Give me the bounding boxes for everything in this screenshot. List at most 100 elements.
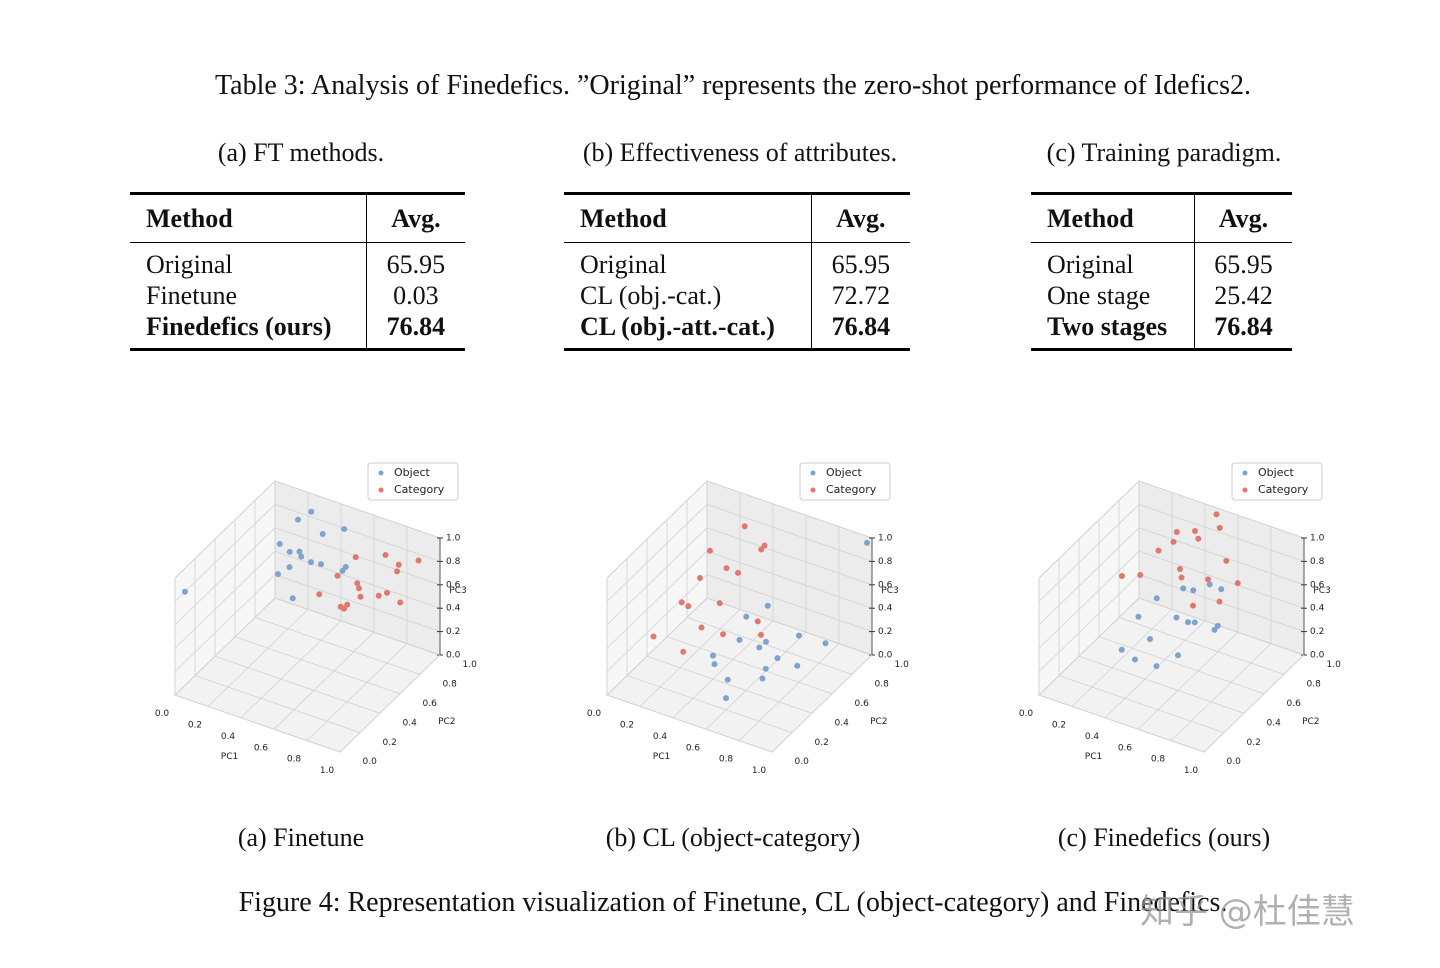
grid-line <box>1038 504 1140 602</box>
point <box>1190 602 1196 609</box>
grid-line <box>274 504 441 562</box>
figure-subcaption: (b) CL (object-category) <box>605 823 861 852</box>
y-tick-label: 0.8 <box>875 680 890 690</box>
grid-line <box>626 675 793 733</box>
point <box>286 548 293 555</box>
grid-line <box>1038 527 1140 626</box>
cell: 72.72 <box>810 280 910 311</box>
table-subcaption: (a) FT methods. <box>217 138 385 167</box>
grid-line <box>174 694 341 753</box>
point <box>1205 576 1211 583</box>
row: Two stages 76.84 <box>1031 311 1292 350</box>
z-tick-label: 0.8 <box>1310 557 1325 567</box>
grid-line <box>174 504 276 602</box>
point <box>308 508 315 515</box>
cell: Two stages <box>1047 312 1168 341</box>
legend-label: Object <box>1258 466 1295 479</box>
point <box>1223 557 1230 564</box>
grid-line <box>606 550 708 649</box>
legend-box <box>367 462 459 501</box>
point <box>1211 626 1218 633</box>
grid-line <box>606 504 708 602</box>
y-tick-label: 0.0 <box>363 757 378 767</box>
z-tick-label: 0.8 <box>878 557 893 567</box>
legend-label: Category <box>1258 483 1309 496</box>
point <box>698 624 705 631</box>
grid-line <box>254 617 421 675</box>
grid-line <box>339 654 441 753</box>
y-tick-label: 0.8 <box>443 680 458 690</box>
point <box>678 599 685 606</box>
x-axis-label: PC1 <box>221 752 238 762</box>
cell: 76.84 <box>810 311 910 350</box>
y-tick-label: 0.8 <box>1307 680 1322 690</box>
point <box>1170 538 1177 545</box>
point <box>716 600 723 607</box>
y-tick-label: 0.4 <box>1267 718 1282 728</box>
grid-line <box>686 617 853 675</box>
point <box>763 638 769 645</box>
point <box>1153 663 1160 670</box>
grid-line <box>771 654 873 753</box>
z-tick-label: 0.4 <box>446 604 461 614</box>
z-tick-label: 1.0 <box>1310 534 1325 544</box>
header-row: Method Avg. <box>130 193 465 243</box>
grid-line <box>606 694 773 753</box>
grid-line <box>274 597 441 656</box>
cell: Original <box>1047 250 1134 279</box>
legend-marker <box>1242 487 1248 493</box>
grid-line <box>174 550 276 649</box>
grid-line <box>1038 480 1140 579</box>
z-tick-label: 0.6 <box>1310 580 1325 590</box>
point <box>1213 511 1220 518</box>
legend-marker <box>1242 470 1248 476</box>
cell: 65.95 <box>810 242 910 280</box>
point <box>1190 587 1197 594</box>
grid-line <box>1203 654 1305 753</box>
z-tick-label: 0.0 <box>1310 651 1325 661</box>
x-tick-label: 1.0 <box>320 766 335 776</box>
legend-marker <box>810 487 816 493</box>
x-axis-label: PC1 <box>1085 752 1102 762</box>
table: Method Avg. Original 65.95 One stage 25.42 Two… <box>1031 192 1292 351</box>
y-tick-label: 0.0 <box>1227 757 1242 767</box>
row: Finetune 0.03 <box>130 280 465 311</box>
point <box>720 631 726 638</box>
point <box>774 655 781 662</box>
header-row: Method Avg. <box>1031 193 1292 243</box>
x-tick-label: 0.8 <box>1151 755 1166 765</box>
cell: 65.95 <box>365 242 465 280</box>
grid-line <box>1078 655 1245 714</box>
point <box>736 636 743 643</box>
cell: 25.42 <box>1194 280 1292 311</box>
point <box>650 633 657 640</box>
z-tick-label: 1.0 <box>446 534 461 544</box>
point <box>275 571 281 578</box>
z-tick-label: 0.6 <box>878 580 893 590</box>
grid-line <box>274 480 441 539</box>
legend-marker <box>810 470 816 476</box>
y-axis-label: PC2 <box>1302 717 1319 727</box>
grid-line <box>639 609 741 707</box>
cell: CL (obj.-cat.) <box>580 281 722 310</box>
grid-line <box>1138 550 1305 609</box>
y-tick-label: 0.6 <box>1287 699 1302 709</box>
point <box>415 557 422 564</box>
cell: 0.03 <box>365 280 465 311</box>
point <box>1119 573 1125 579</box>
row: Original 65.95 <box>130 242 465 280</box>
point <box>1137 572 1144 578</box>
point <box>1147 636 1153 643</box>
point <box>1191 619 1198 626</box>
point <box>1155 547 1162 554</box>
y-axis-label: PC2 <box>870 717 887 727</box>
point <box>352 554 359 561</box>
legend-label: Object <box>826 466 863 479</box>
x-axis-label: PC1 <box>653 752 670 762</box>
cell: CL (obj.-att.-cat.) <box>580 312 775 341</box>
point <box>796 632 802 639</box>
grid-line <box>666 636 833 695</box>
point <box>382 552 389 558</box>
grid-line <box>1138 597 1305 656</box>
y-tick-label: 1.0 <box>895 660 910 670</box>
